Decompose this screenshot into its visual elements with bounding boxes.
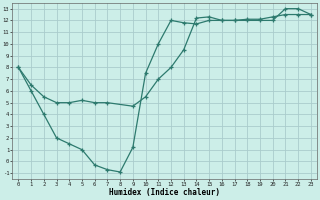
X-axis label: Humidex (Indice chaleur): Humidex (Indice chaleur) <box>109 188 220 197</box>
